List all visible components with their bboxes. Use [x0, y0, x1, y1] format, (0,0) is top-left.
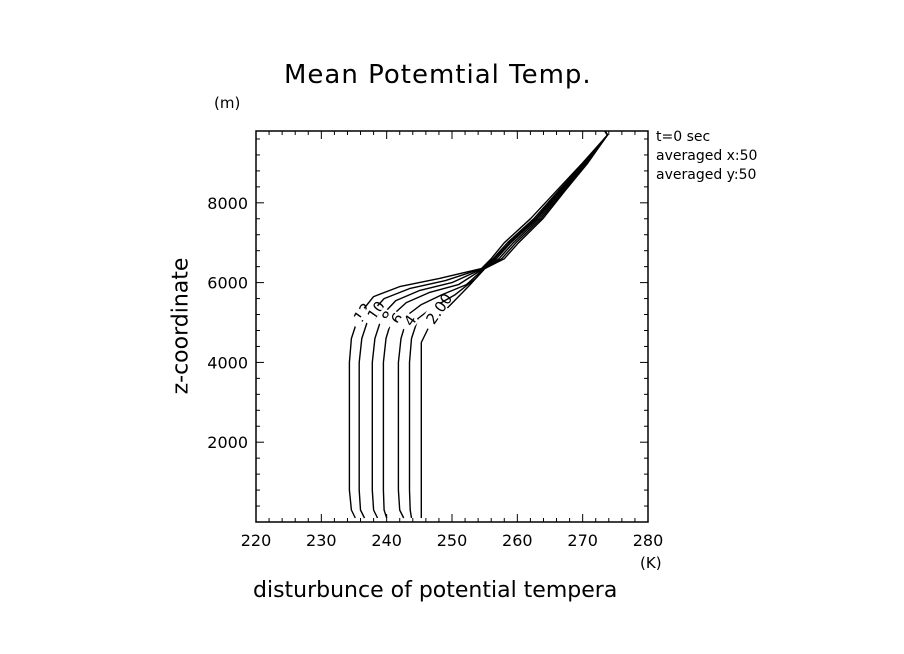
contour-line — [397, 130, 609, 519]
contour-lines — [348, 130, 609, 519]
contour-label-mask — [346, 303, 372, 330]
y-tick-label: 8000 — [207, 194, 248, 213]
plot-frame — [255, 130, 649, 523]
x-tick-label: 270 — [567, 531, 598, 550]
contour-labels: 12108642.00 — [346, 290, 456, 334]
y-tick-label: 4000 — [207, 353, 248, 372]
x-axis-label: disturbunce of potential tempera — [253, 578, 618, 603]
y-axis-unit: (m) — [214, 94, 241, 112]
contour-line — [371, 130, 609, 519]
x-tick-label: 280 — [633, 531, 664, 550]
y-tick-label: 2000 — [207, 433, 248, 452]
info-annotations: t=0 sec averaged x:50 averaged y:50 — [656, 128, 780, 185]
x-tick-label: 230 — [306, 531, 337, 550]
y-axis-label: z-coordinate — [168, 257, 194, 395]
contour-line — [358, 130, 609, 519]
y-tick-label: 6000 — [207, 274, 248, 293]
contour-line — [348, 130, 609, 519]
x-tick-label: 250 — [437, 531, 468, 550]
x-tick-label: 260 — [502, 531, 533, 550]
contour-line — [420, 130, 609, 518]
chart-title: Mean Potemtial Temp. — [284, 60, 592, 90]
x-axis-unit: (K) — [640, 554, 662, 572]
contour-label-mask — [360, 301, 385, 328]
axis-ticks — [255, 131, 649, 522]
contour-label-mask — [396, 311, 420, 334]
contour-label: 2.00 — [422, 290, 456, 328]
axis-tick-labels: 220 230 240 250 260 270 280 2000 4000 6000 8000 — [207, 194, 663, 550]
x-tick-label: 240 — [371, 531, 402, 550]
x-tick-label: 220 — [241, 531, 272, 550]
contour-label-mask — [418, 299, 449, 332]
time-annotation: t=0 sec — [656, 129, 711, 145]
contour-line — [382, 130, 609, 519]
y-average-annotation: averaged y:50 — [656, 167, 757, 183]
x-average-annotation: averaged x:50 — [656, 148, 758, 164]
